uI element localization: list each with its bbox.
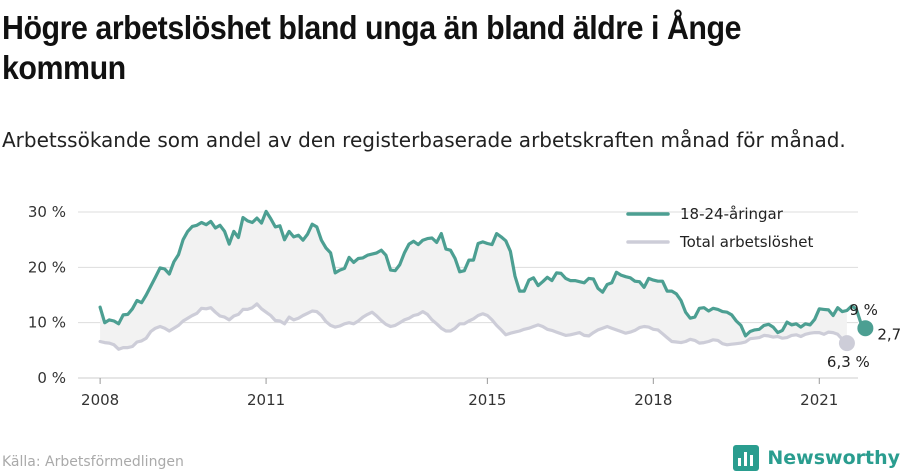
page-title: Högre arbetslöshet bland unga än bland ä… [2, 9, 742, 86]
end-marker-youth [857, 320, 874, 337]
source-note: Källa: Arbetsförmedlingen [2, 454, 184, 470]
brand-name: Newsworthy [767, 447, 900, 469]
y-tick-label: 30 % [28, 203, 66, 221]
x-tick-label: 2021 [800, 391, 838, 409]
chart-series-lines [98, 209, 868, 351]
legend-label-youth: 18-24-åringar [680, 205, 784, 223]
end-label-total: 6,3 % [827, 353, 870, 371]
chart-end-markers: 9 % 6,3 % 2,7 % [827, 301, 900, 371]
x-tick-label: 2018 [634, 391, 672, 409]
end-marker-total [838, 335, 855, 352]
line-chart: 9 %6,3 %2,7 % 0 %10 %20 %30 % 2008201120… [28, 203, 900, 409]
y-axis-ticks: 0 % 10 % 20 % 30 % [28, 203, 66, 387]
bar-chart-icon [733, 445, 760, 471]
end-label-youth: 9 % [849, 301, 878, 319]
series-line-total [98, 302, 849, 351]
difference-label: 2,7 % [877, 326, 900, 344]
legend-label-total: Total arbetslöshet [679, 233, 814, 251]
x-tick-label: 2008 [81, 391, 119, 409]
series-line-youth [98, 209, 868, 338]
gap-band-area [100, 211, 847, 350]
y-tick-label: 0 % [37, 369, 66, 387]
x-tick-label: 2011 [247, 391, 285, 409]
brand-logo-link[interactable]: Newsworthy [733, 443, 900, 473]
x-axis-ticks: 2008 2011 2015 2018 2021 [81, 378, 838, 409]
x-tick-label: 2015 [468, 391, 506, 409]
page-subtitle: Arbetssökande som andel av den registerb… [2, 128, 846, 152]
chart-legend: 18-24-åringar Total arbetslöshet [626, 205, 814, 251]
y-tick-label: 20 % [28, 258, 66, 276]
chart-gap-band [100, 211, 847, 350]
y-tick-label: 10 % [28, 314, 66, 332]
